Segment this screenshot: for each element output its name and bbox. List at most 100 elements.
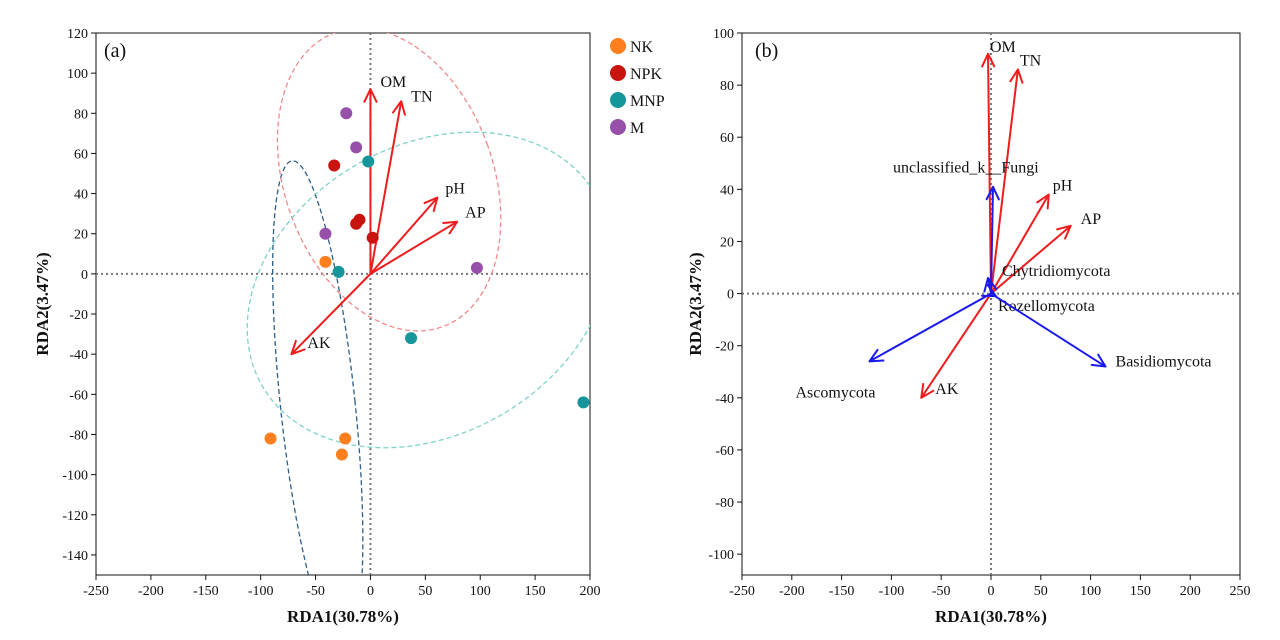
x-tick-label: 150 [525, 584, 546, 599]
arrow-head-om [363, 88, 378, 103]
x-tick-label: 150 [1130, 584, 1151, 599]
arrow-label-tn: TN [1020, 52, 1042, 69]
arrow-ak [290, 273, 372, 355]
arrow-label-ak: AK [307, 335, 331, 352]
y-axis-title-a: RDA2(3.47%) [33, 252, 52, 355]
arrow-label-basidiomycota: Basidiomycota [1116, 354, 1212, 371]
point-npk [366, 231, 379, 244]
point-nk [339, 432, 352, 445]
legend-marker-m [610, 119, 626, 135]
point-m [319, 227, 332, 240]
point-npk [328, 159, 341, 172]
x-tick-label: 200 [1180, 584, 1201, 599]
legend-label-nk: NK [630, 39, 654, 56]
x-tick-label: -100 [248, 584, 274, 599]
y-tick-label: -40 [69, 348, 88, 363]
y-tick-label: 80 [720, 79, 734, 94]
arrow-label-ap: AP [1081, 211, 1102, 228]
y-tick-label: -20 [69, 308, 88, 323]
arrow-label-chytridiomycota: Chytridiomycota [1002, 263, 1110, 280]
arrow-head-ph [423, 196, 439, 213]
arrow-head-ascomycota [868, 348, 885, 363]
arrow-ph [369, 196, 439, 275]
legend-marker-mnp [610, 92, 626, 108]
y-tick-label: 0 [727, 288, 734, 303]
arrow-head-ak [290, 339, 306, 356]
x-axis-title-a: RDA1(30.78%) [287, 607, 399, 626]
arrow-head-ap [1056, 224, 1072, 240]
x-tick-label: -100 [879, 584, 905, 599]
x-tick-label: 0 [367, 584, 374, 599]
ellipse-nk [272, 160, 364, 575]
arrow-tn [369, 101, 403, 275]
y-tick-label: -60 [715, 444, 734, 459]
arrow-ph [990, 194, 1050, 295]
arrow-head-chytridiomycota [983, 276, 998, 293]
arrow-label-ap: AP [465, 205, 486, 222]
point-group-a [264, 107, 590, 461]
point-nk [319, 255, 332, 268]
x-tick-label: 50 [418, 584, 432, 599]
y-tick-label: 120 [67, 27, 88, 42]
y-tick-label: -140 [62, 549, 88, 564]
point-m [470, 261, 483, 274]
x-tick-label: 50 [1034, 584, 1048, 599]
x-tick-label: -250 [83, 584, 109, 599]
legend-marker-npk [610, 65, 626, 81]
point-m [350, 141, 363, 154]
panel-label-b: (b) [755, 40, 778, 62]
panel-b: -250 -200 -150 -100 -50 0 50 100 150 200 250-100-8… [686, 27, 1251, 626]
x-tick-label: -200 [779, 584, 805, 599]
arrow-tn [990, 69, 1019, 294]
arrow-basidiomycota [990, 292, 1107, 368]
y-tick-label: -20 [715, 340, 734, 355]
x-tick-label: 100 [470, 584, 491, 599]
panel-a: -250 -200 -150 -100 -50 0 50 100 150 200-140-120-… [33, 27, 665, 626]
arrow-unclassified-k-fungi [990, 186, 994, 294]
y-tick-label: 20 [720, 235, 734, 250]
x-tick-label: -250 [729, 584, 755, 599]
arrow-chytridiomycota [987, 277, 992, 294]
arrow-om [987, 53, 992, 294]
x-tick-label: 250 [1230, 584, 1251, 599]
y-tick-label: 60 [74, 147, 88, 162]
y-tick-label: -80 [715, 496, 734, 511]
arrow-head-tn [1009, 68, 1024, 84]
point-mnp [405, 332, 418, 345]
point-nk [335, 448, 348, 461]
x-tick-label: -150 [193, 584, 219, 599]
legend-label-npk: NPK [630, 66, 662, 83]
ellipse-group-a [246, 33, 590, 575]
y-tick-label: 40 [720, 183, 734, 198]
x-tick-label: 0 [988, 584, 995, 599]
panel-label-a: (a) [104, 40, 126, 62]
arrow-ap [369, 220, 458, 275]
arrow-head-ap [442, 220, 459, 235]
point-mnp [362, 155, 375, 168]
y-tick-label: -120 [62, 509, 88, 524]
arrow-label-ak: AK [935, 381, 959, 398]
arrow-head-ph [1036, 193, 1050, 210]
y-axis-title-b: RDA2(3.47%) [686, 252, 705, 355]
arrow-head-ak [920, 382, 935, 399]
ellipse-mnp [246, 131, 590, 449]
arrow-ap [990, 225, 1072, 295]
y-tick-label: 60 [720, 131, 734, 146]
x-tick-label: -150 [829, 584, 855, 599]
legend-marker-nk [610, 38, 626, 54]
x-tick-label: -50 [932, 584, 951, 599]
x-tick-label: -200 [138, 584, 164, 599]
arrow-head-basidiomycota [1090, 353, 1107, 368]
reference-lines-b [742, 33, 1240, 575]
legend: NK NPK MNP M [610, 38, 665, 137]
tick-group-a: -250 -200 -150 -100 -50 0 50 100 150 200-140-120-… [62, 27, 600, 599]
tick-group-b: -250 -200 -150 -100 -50 0 50 100 150 200 250-100-8… [708, 27, 1250, 599]
y-tick-label: -100 [708, 548, 734, 563]
arrow-label-unclassified-k-fungi: unclassified_k__Fungi [893, 160, 1039, 177]
arrow-ascomycota [869, 292, 992, 363]
ellipse-m [276, 33, 502, 332]
point-m [340, 107, 353, 120]
arrow-label-om: OM [990, 39, 1016, 56]
